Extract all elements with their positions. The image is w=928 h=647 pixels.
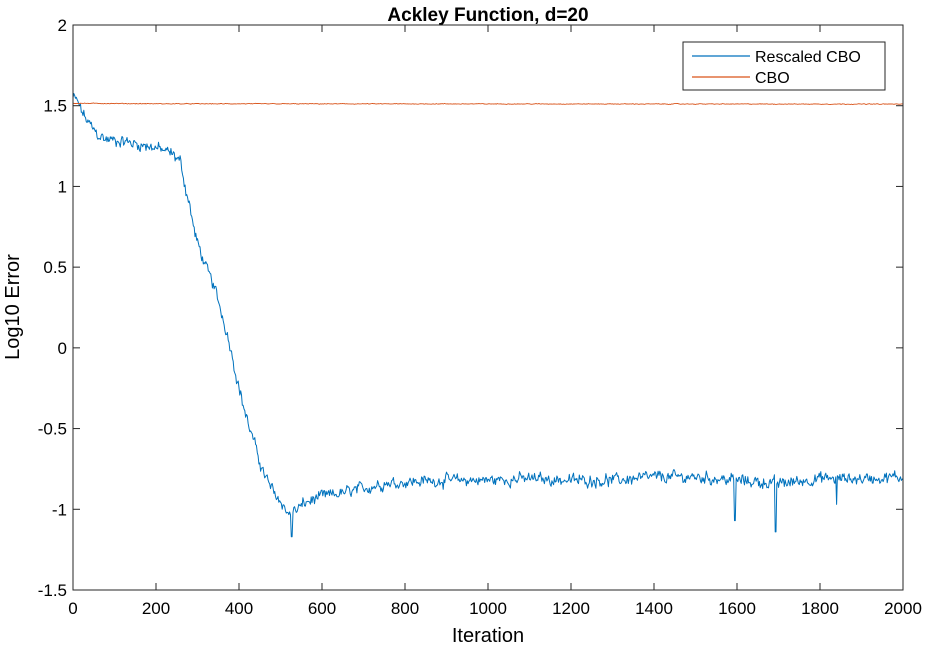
legend: Rescaled CBO CBO [682, 41, 886, 91]
x-tick-label: 400 [225, 599, 253, 618]
y-axis-label: Log10 Error [2, 254, 24, 360]
y-tick-label: 0.5 [43, 258, 67, 277]
series-layer [72, 93, 904, 538]
x-tick-label: 1600 [718, 599, 756, 618]
y-tick-label: 2 [58, 16, 67, 35]
x-tick-label: 2000 [884, 599, 922, 618]
x-tick-label: 1400 [635, 599, 673, 618]
legend-label-cbo: CBO [755, 70, 790, 87]
y-tick-label: -1 [52, 500, 67, 519]
x-tick-label: 0 [68, 599, 77, 618]
series-line-cbo [72, 102, 903, 106]
series-line-rescaled-cbo [72, 93, 904, 538]
y-tick-label: 1.5 [43, 97, 67, 116]
x-tick-label: 1800 [801, 599, 839, 618]
x-tick-label: 200 [142, 599, 170, 618]
chart-title: Ackley Function, d=20 [387, 5, 588, 26]
plot-area [73, 25, 903, 590]
x-tick-label: 1200 [552, 599, 590, 618]
x-axis-label: Iteration [452, 625, 524, 647]
y-tick-label: -0.5 [38, 420, 67, 439]
x-tick-label: 800 [391, 599, 419, 618]
ticks-layer: 0 200 400 600 800 1000 1200 1400 1600 1800 2000 -1.… [38, 16, 922, 618]
y-tick-label: -1.5 [38, 581, 67, 600]
x-tick-label: 1000 [469, 599, 507, 618]
y-tick-label: 1 [58, 177, 67, 196]
x-tick-label: 600 [308, 599, 336, 618]
legend-box [682, 41, 886, 91]
y-tick-label: 0 [58, 339, 67, 358]
legend-label-rescaled-cbo: Rescaled CBO [755, 49, 861, 66]
